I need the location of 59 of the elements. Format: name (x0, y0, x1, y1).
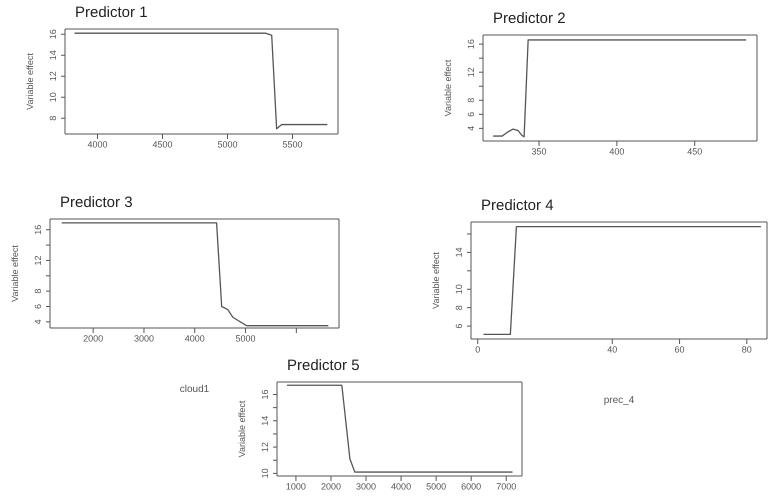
x-tick-label: 5500 (282, 139, 303, 150)
y-tick-label: 8 (454, 305, 464, 310)
chart-title: Predictor 2 (493, 10, 566, 27)
y-tick-label: 10 (48, 92, 58, 102)
x-tick-label: 1000 (286, 481, 306, 492)
x-tick-label: 60 (674, 344, 685, 354)
line-series (492, 39, 747, 138)
y-axis-title: Variable effect (237, 400, 247, 458)
x-tick-label: 40 (607, 344, 618, 354)
y-axis-title: Variable effect (431, 252, 441, 309)
y-tick-label: 12 (48, 71, 58, 82)
y-tick-label: 16 (260, 389, 270, 400)
x-tick-label: 6000 (461, 481, 482, 492)
x-tick-label: 4000 (391, 481, 412, 492)
x-tick-label: 0 (475, 344, 480, 354)
x-tick-label: 4000 (87, 139, 108, 150)
y-tick-label: 4 (466, 126, 476, 131)
x-tick-label: 2000 (83, 333, 104, 344)
y-tick-label: 6 (33, 304, 43, 310)
x-tick-label: 5000 (236, 333, 256, 344)
y-axis-title: Variable effect (25, 52, 35, 110)
x-tick-label: 5000 (426, 481, 446, 492)
x-tick-label: 3000 (356, 481, 376, 492)
y-tick-label: 6 (466, 112, 476, 117)
x-tick-label: 2000 (320, 481, 341, 492)
x-tick-label: 450 (687, 146, 702, 156)
y-tick-label: 6 (454, 324, 464, 329)
x-tick-label: 350 (532, 146, 547, 156)
y-tick-label: 16 (48, 29, 58, 40)
y-axis-title: Variable effect (443, 59, 453, 116)
y-axis-title: Variable effect (10, 244, 20, 302)
y-tick-label: 12 (260, 442, 270, 452)
chart-title: Predictor 1 (75, 4, 148, 21)
x-tick-label: 4000 (184, 333, 205, 344)
y-tick-label: 14 (454, 247, 464, 258)
x-axis-title: prec_4 (604, 395, 635, 406)
line-series (74, 32, 328, 130)
y-tick-label: 16 (466, 39, 476, 50)
x-tick-label: 400 (609, 146, 624, 156)
y-tick-label: 10 (454, 284, 464, 294)
y-tick-label: 10 (260, 468, 270, 478)
y-tick-label: 16 (33, 224, 43, 235)
chart-title: Predictor 3 (60, 194, 133, 211)
x-tick-label: 7000 (496, 481, 516, 492)
chart-title: Predictor 4 (481, 197, 554, 214)
y-tick-label: 4 (33, 319, 43, 324)
y-tick-label: 8 (466, 98, 476, 103)
x-axis-title: cloud1 (180, 384, 210, 395)
x-tick-label: 3000 (134, 333, 154, 344)
y-tick-label: 14 (260, 416, 270, 426)
y-tick-label: 12 (33, 255, 43, 266)
y-tick-label: 14 (48, 50, 58, 60)
x-tick-label: 80 (742, 344, 752, 354)
x-tick-label: 5000 (217, 139, 238, 150)
chart-title: Predictor 5 (287, 357, 360, 374)
y-tick-label: 8 (48, 116, 58, 121)
x-tick-label: 4500 (152, 139, 173, 150)
y-tick-label: 12 (466, 67, 476, 78)
y-tick-label: 8 (33, 288, 43, 294)
